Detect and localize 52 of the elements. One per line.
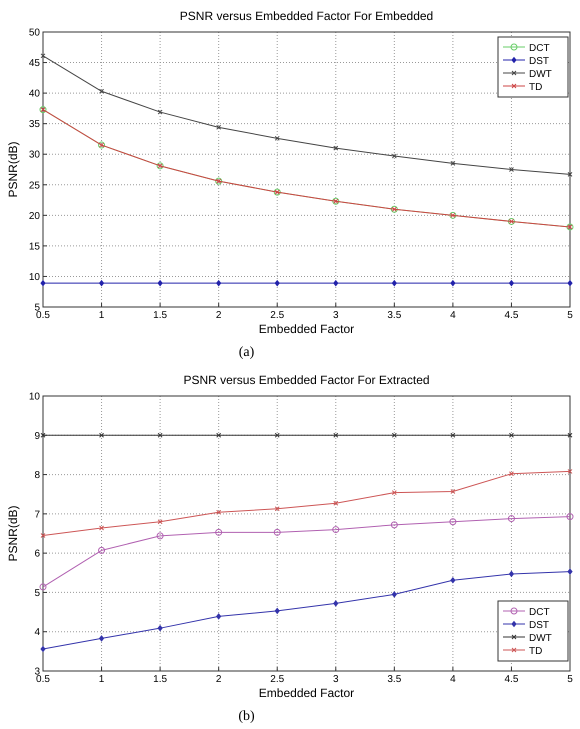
y-tick-label: 10 (28, 392, 40, 402)
y-tick-label: 8 (34, 470, 40, 482)
x-tick-label: 3 (332, 310, 339, 321)
y-tick-label: 20 (28, 210, 40, 222)
x-tick-label: 3.5 (387, 310, 402, 321)
x-tick-label: 5 (567, 310, 574, 321)
x-tick-label: 5 (567, 674, 574, 685)
y-tick-label: 7 (34, 509, 40, 520)
x-tick-label: 1.5 (153, 310, 168, 321)
chart-title: PSNR versus Embedded Factor For Extracted (183, 373, 430, 387)
chart-title: PSNR versus Embedded Factor For Embedded (180, 9, 434, 23)
y-axis-title: PSNR(dB) (6, 141, 20, 198)
x-axis-title: Embedded Factor (258, 686, 354, 700)
y-tick-label: 35 (28, 119, 40, 130)
y-tick-label: 6 (34, 548, 40, 560)
x-tick-label: 1 (98, 310, 105, 321)
x-tick-label: 0.5 (36, 674, 50, 685)
y-tick-label: 15 (28, 241, 40, 252)
y-tick-label: 5 (34, 588, 40, 599)
x-tick-label: 1.5 (153, 674, 168, 685)
x-axis-title: Embedded Factor (258, 322, 354, 336)
legend-label: TD (529, 646, 542, 657)
x-tick-label: 4.5 (504, 310, 519, 321)
x-tick-label: 4 (450, 674, 456, 685)
x-tick-label: 1 (98, 674, 105, 685)
x-tick-label: 2 (216, 310, 222, 321)
y-tick-label: 10 (28, 272, 40, 283)
y-tick-label: 25 (28, 180, 40, 192)
y-axis-title: PSNR(dB) (6, 505, 20, 562)
legend-label: TD (529, 82, 542, 93)
y-tick-label: 30 (28, 150, 40, 161)
legend-label: DST (529, 56, 549, 67)
text: (a) (238, 345, 255, 360)
text: (b) (238, 709, 255, 724)
y-tick-label: 4 (34, 627, 40, 638)
legend-label: DWT (529, 633, 552, 644)
y-tick-label: 9 (34, 430, 40, 442)
legend-label: DCT (529, 43, 550, 54)
x-tick-label: 4.5 (504, 674, 519, 685)
legend-label: DCT (529, 607, 550, 618)
x-tick-label: 2 (216, 674, 222, 685)
x-tick-label: 0.5 (36, 310, 50, 321)
y-tick-label: 40 (28, 88, 40, 100)
x-tick-label: 2.5 (270, 674, 285, 685)
y-tick-label: 45 (28, 58, 40, 70)
legend-label: DWT (529, 69, 552, 80)
y-tick-label: 50 (28, 28, 40, 38)
x-tick-label: 3 (332, 674, 339, 685)
x-tick-label: 4 (450, 310, 456, 321)
legend-label: DST (529, 620, 549, 631)
x-tick-label: 2.5 (270, 310, 285, 321)
x-tick-label: 3.5 (387, 674, 402, 685)
